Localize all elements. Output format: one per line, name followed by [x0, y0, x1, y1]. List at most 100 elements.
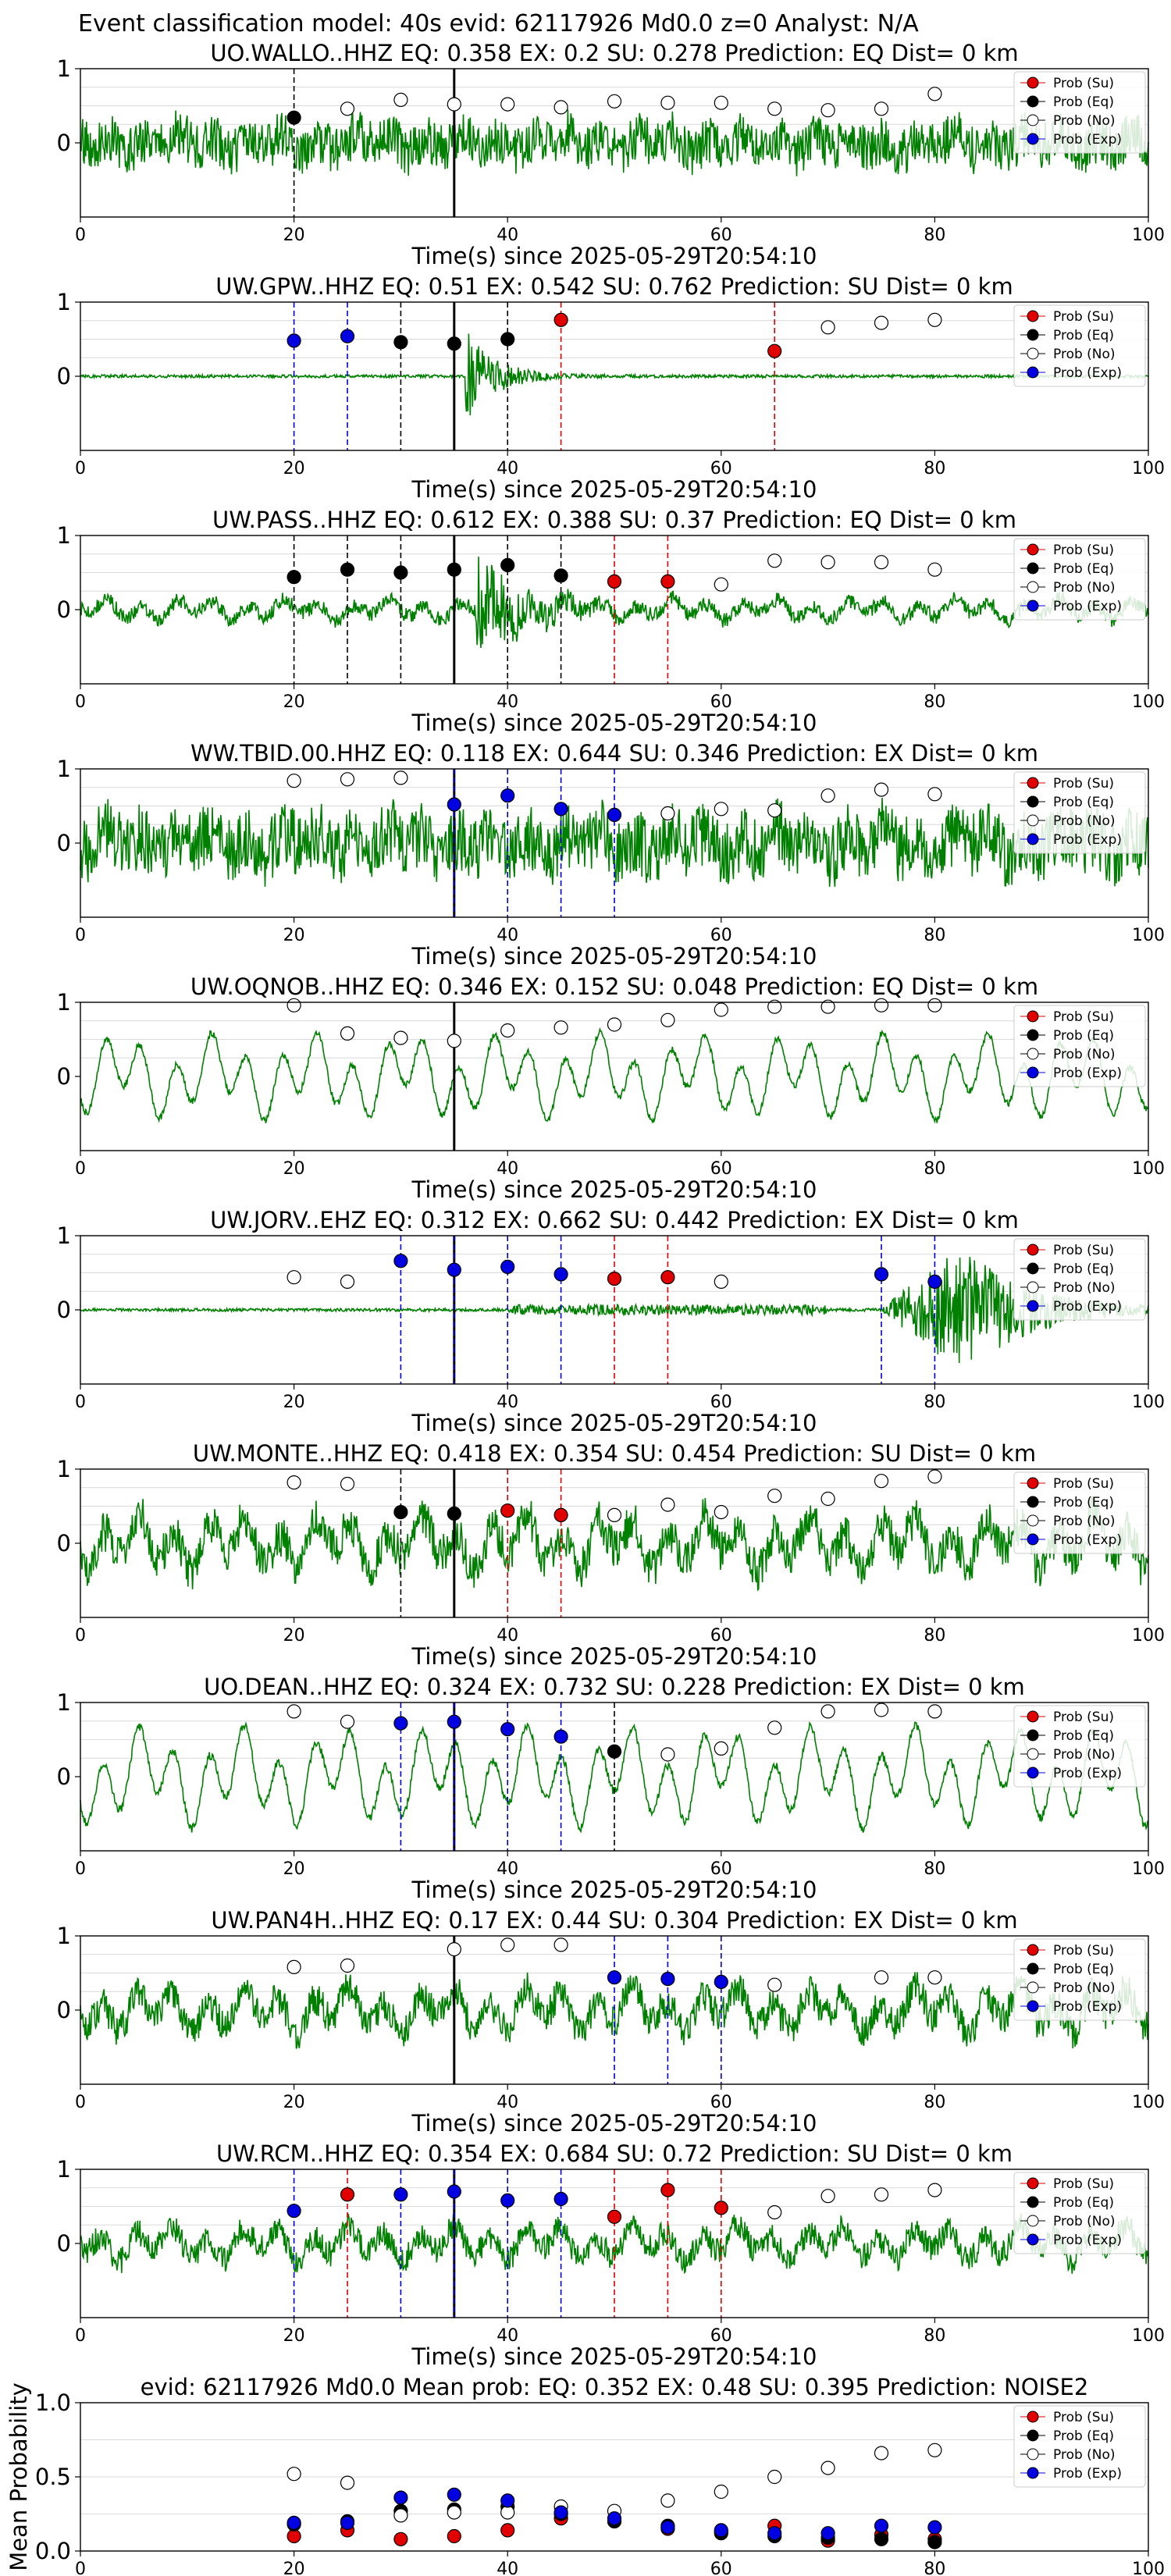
mean-marker-exp: [500, 2493, 515, 2508]
y-tick-label: 0: [57, 830, 71, 856]
legend-label-eq: Prob (Eq): [1053, 1962, 1114, 1977]
x-tick-label: 60: [710, 2560, 732, 2576]
prob-marker-no: [714, 802, 728, 817]
prob-marker-no: [927, 1970, 942, 1985]
prob-marker-no: [714, 577, 728, 592]
y-tick-label: 1: [57, 522, 71, 549]
y-tick-label: 0.0: [35, 2538, 71, 2564]
x-tick-label: 40: [497, 1393, 518, 1412]
panel-11: evid: 62117926 Md0.0 Mean prob: EQ: 0.35…: [5, 2374, 1165, 2576]
prob-marker-no: [874, 1703, 889, 1717]
legend-label-no: Prob (No): [1053, 347, 1116, 362]
mean-marker-no: [340, 2475, 355, 2490]
prob-marker-su: [553, 312, 568, 327]
y-tick-label: 0: [57, 1763, 71, 1790]
legend-label-exp: Prob (Exp): [1053, 1532, 1122, 1548]
prob-marker-no: [874, 1474, 889, 1489]
prob-marker-no: [820, 1704, 835, 1719]
y-tick-label: 1: [57, 1456, 71, 1482]
legend-marker-exp: [1027, 1066, 1039, 1079]
x-tick-label: 80: [924, 2326, 945, 2346]
x-tick-label: 100: [1132, 2093, 1165, 2112]
legend-label-su: Prob (Su): [1053, 776, 1114, 792]
x-tick-label: 20: [283, 2093, 305, 2112]
panel-7: UW.MONTE..HHZ EQ: 0.418 EX: 0.354 SU: 0.…: [57, 1440, 1165, 1670]
prob-marker-su: [767, 343, 782, 358]
legend-label-eq: Prob (Eq): [1053, 1728, 1114, 1744]
legend-label-su: Prob (Su): [1053, 1710, 1114, 1725]
prob-marker-su: [660, 574, 675, 589]
legend-marker-exp: [1027, 1767, 1039, 1779]
prob-marker-no: [767, 101, 782, 116]
legend-marker-eq: [1027, 1496, 1039, 1508]
prob-marker-no: [287, 998, 301, 1012]
prob-marker-no: [714, 95, 728, 110]
x-axis-label: Time(s) since 2025-05-29T20:54:10: [411, 1643, 817, 1670]
prob-marker-no: [874, 2187, 889, 2202]
prob-marker-no: [874, 101, 889, 116]
x-tick-label: 100: [1132, 2560, 1165, 2576]
panel-10: UW.RCM..HHZ EQ: 0.354 EX: 0.684 SU: 0.72…: [57, 2140, 1165, 2370]
legend-label-no: Prob (No): [1053, 1747, 1116, 1763]
y-tick-label: 0: [57, 1063, 71, 1090]
x-tick-label: 100: [1132, 2326, 1165, 2346]
legend-label-no: Prob (No): [1053, 2447, 1116, 2463]
prob-marker-su: [340, 2187, 355, 2202]
panel-8: UO.DEAN..HHZ EQ: 0.324 EX: 0.732 SU: 0.2…: [57, 1674, 1165, 1903]
prob-marker-exp: [447, 797, 461, 812]
prob-marker-no: [714, 1002, 728, 1017]
x-tick-label: 60: [710, 2326, 732, 2346]
legend-marker-exp: [1027, 2233, 1039, 2246]
prob-marker-no: [767, 1977, 782, 1992]
legend-label-no: Prob (No): [1053, 1514, 1116, 1529]
x-axis-label: Time(s) since 2025-05-29T20:54:10: [411, 243, 817, 269]
legend-marker-eq: [1027, 795, 1039, 808]
figure-suptitle: Event classification model: 40s evid: 62…: [78, 10, 919, 37]
prob-marker-no: [340, 772, 355, 787]
prob-marker-no: [820, 320, 835, 335]
mean-marker-no: [447, 2505, 461, 2520]
mean-marker-su: [287, 2528, 301, 2544]
mean-marker-exp: [820, 2526, 835, 2541]
y-tick-label: 1: [57, 1689, 71, 1716]
legend-label-su: Prob (Su): [1053, 1943, 1114, 1959]
prob-marker-no: [767, 553, 782, 568]
legend-box: [1013, 2172, 1146, 2254]
legend-label-eq: Prob (Eq): [1053, 2428, 1114, 2444]
prob-marker-no: [874, 315, 889, 330]
y-tick-label: 0: [57, 2230, 71, 2257]
waveform-trace: [80, 333, 1149, 416]
panel-5: UW.OQNOB..HHZ EQ: 0.346 EX: 0.152 SU: 0.…: [57, 973, 1165, 1203]
x-tick-label: 100: [1132, 1626, 1165, 1646]
legend-marker-su: [1027, 2177, 1039, 2190]
x-tick-label: 60: [710, 459, 732, 479]
prob-marker-exp: [553, 1729, 568, 1744]
x-tick-label: 80: [924, 1159, 945, 1179]
legend-label-su: Prob (Su): [1053, 2176, 1114, 2192]
x-tick-label: 20: [283, 2560, 305, 2576]
mean-marker-eq: [927, 2535, 942, 2549]
legend-marker-no: [1027, 1514, 1039, 1527]
prob-marker-no: [660, 95, 675, 110]
panel-1: UO.WALLO..HHZ EQ: 0.358 EX: 0.2 SU: 0.27…: [57, 40, 1165, 269]
panel-9: UW.PAN4H..HHZ EQ: 0.17 EX: 0.44 SU: 0.30…: [57, 1907, 1165, 2137]
mean-marker-no: [660, 2493, 675, 2508]
legend-box: [1013, 1471, 1146, 1554]
prob-marker-no: [660, 806, 675, 821]
prob-marker-no: [340, 1476, 355, 1492]
prob-marker-eq: [500, 332, 515, 347]
x-tick-label: 80: [924, 926, 945, 945]
y-tick-label: 1: [57, 1923, 71, 1949]
x-tick-label: 80: [924, 1859, 945, 1879]
x-tick-label: 0: [75, 1393, 86, 1412]
mean-marker-su: [393, 2532, 408, 2546]
prob-marker-su: [607, 2209, 622, 2224]
legend-marker-no: [1027, 1281, 1039, 1293]
y-axis-label: Mean Probability: [5, 2382, 32, 2571]
prob-marker-no: [340, 1714, 355, 1729]
prob-marker-eq: [287, 110, 301, 125]
prob-marker-exp: [714, 1974, 728, 1989]
mean-marker-exp: [340, 2515, 355, 2530]
prob-marker-eq: [447, 1506, 461, 1521]
legend-marker-eq: [1027, 329, 1039, 341]
